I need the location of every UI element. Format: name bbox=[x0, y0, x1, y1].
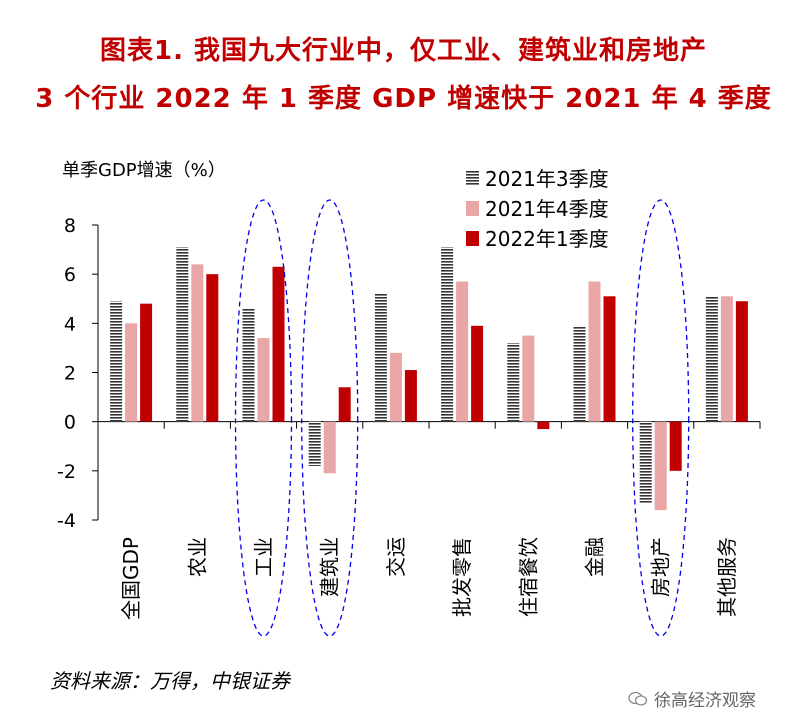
bar-1-全国GDP bbox=[110, 301, 123, 422]
x-tick-label: 建筑业 bbox=[318, 537, 342, 597]
bar-1-金融 bbox=[573, 325, 586, 422]
x-tick-label: 全国GDP bbox=[119, 537, 143, 620]
bar-3-农业 bbox=[206, 274, 219, 422]
bar-2-农业 bbox=[191, 264, 204, 422]
x-tick-label: 农业 bbox=[185, 537, 209, 577]
y-tick-label: 4 bbox=[64, 313, 76, 335]
y-tick-label: 0 bbox=[64, 412, 76, 434]
x-tick-label: 交运 bbox=[384, 537, 408, 577]
wechat-icon bbox=[628, 691, 648, 706]
bar-3-建筑业 bbox=[338, 387, 351, 422]
x-tick-label: 其他服务 bbox=[715, 537, 739, 617]
bar-2-交运 bbox=[389, 352, 402, 422]
bar-2-房地产 bbox=[654, 421, 667, 511]
bar-3-交运 bbox=[404, 370, 417, 422]
highlight-ellipse-房地产 bbox=[632, 199, 690, 637]
watermark: 徐高经济观察 bbox=[628, 686, 756, 711]
legend-label: 2021年4季度 bbox=[485, 197, 609, 221]
bar-3-其他服务 bbox=[735, 301, 748, 422]
y-axis-label: 单季GDP增速（%） bbox=[62, 160, 226, 181]
bar-1-工业 bbox=[242, 308, 255, 422]
bar-3-工业 bbox=[272, 266, 285, 422]
bar-1-建筑业 bbox=[308, 421, 321, 466]
bar-1-其他服务 bbox=[705, 296, 718, 422]
legend-label: 2022年1季度 bbox=[485, 227, 609, 251]
bar-2-批发零售 bbox=[456, 281, 469, 422]
bar-2-金融 bbox=[588, 281, 601, 422]
bar-3-金融 bbox=[603, 296, 616, 422]
legend-swatch bbox=[466, 171, 479, 186]
bar-1-农业 bbox=[176, 247, 189, 422]
bar-3-批发零售 bbox=[471, 325, 484, 422]
chart-title-line1: 图表1. 我国九大行业中，仅工业、建筑业和房地产 bbox=[99, 36, 708, 66]
x-tick-label: 批发零售 bbox=[450, 537, 474, 617]
bar-2-其他服务 bbox=[720, 296, 733, 422]
bar-1-房地产 bbox=[639, 421, 652, 503]
highlight-ellipse-建筑业 bbox=[301, 199, 359, 637]
watermark-text: 徐高经济观察 bbox=[654, 691, 756, 711]
highlight-ellipse-工业 bbox=[234, 199, 293, 637]
y-tick-label: 2 bbox=[64, 363, 76, 385]
bar-3-全国GDP bbox=[140, 303, 153, 422]
bar-1-批发零售 bbox=[441, 247, 454, 422]
y-tick-label: 8 bbox=[64, 215, 76, 237]
x-tick-label: 工业 bbox=[252, 537, 276, 577]
legend-swatch bbox=[466, 201, 479, 216]
bar-1-住宿餐饮 bbox=[507, 343, 520, 422]
bar-2-住宿餐饮 bbox=[522, 335, 535, 422]
legend-label: 2021年3季度 bbox=[485, 167, 609, 191]
bar-3-房地产 bbox=[669, 421, 682, 471]
bar-2-工业 bbox=[257, 338, 270, 422]
bar-1-交运 bbox=[374, 293, 387, 422]
y-tick-label: -4 bbox=[57, 510, 76, 532]
x-tick-label: 住宿餐饮 bbox=[516, 537, 540, 617]
bar-2-全国GDP bbox=[125, 323, 138, 422]
bar-3-住宿餐饮 bbox=[537, 421, 550, 430]
y-tick-label: -2 bbox=[57, 461, 76, 483]
legend-swatch bbox=[466, 231, 479, 246]
x-tick-label: 金融 bbox=[583, 537, 607, 577]
source-note: 资料来源：万得，中银证券 bbox=[50, 669, 290, 693]
x-tick-label: 房地产 bbox=[649, 537, 673, 597]
bar-2-建筑业 bbox=[323, 421, 336, 474]
chart-title-line2: 3 个行业 2022 年 1 季度 GDP 增速快于 2021 年 4 季度 bbox=[35, 84, 772, 114]
y-tick-label: 6 bbox=[64, 264, 76, 286]
